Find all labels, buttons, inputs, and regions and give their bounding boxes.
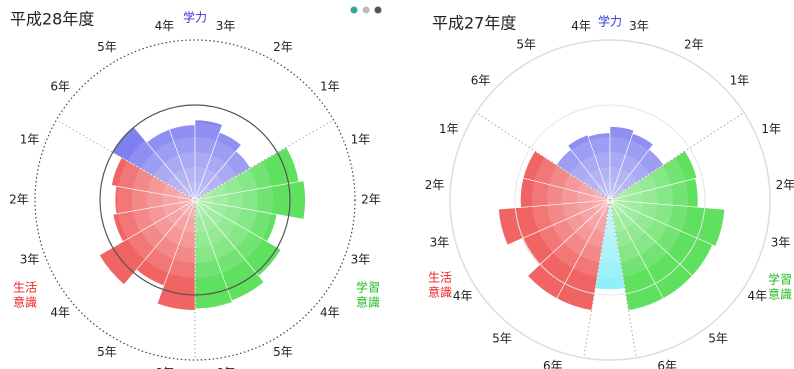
sector	[609, 199, 664, 311]
category-label: 1年	[351, 132, 371, 146]
category-label: 4年	[155, 19, 175, 33]
group-label: 意識	[768, 287, 792, 302]
category-label: 3年	[430, 236, 450, 250]
legend-dot[interactable]	[362, 6, 370, 14]
sectors	[498, 126, 726, 311]
category-label: 2年	[361, 193, 381, 207]
inner-ring	[514, 104, 706, 296]
category-label: 6年	[543, 359, 563, 369]
category-label: 4年	[50, 306, 70, 320]
sector	[527, 199, 611, 299]
legend-dot[interactable]	[374, 6, 382, 14]
group-label: 学習	[356, 280, 380, 295]
group-divider	[475, 112, 611, 201]
sector	[609, 126, 635, 201]
group-divider	[609, 112, 745, 201]
sectors	[98, 119, 306, 311]
sector	[609, 199, 726, 247]
category-label: 6年	[50, 79, 70, 93]
group-divider	[194, 119, 334, 201]
sector	[194, 180, 306, 220]
group-label: 意識	[356, 295, 380, 310]
sector	[98, 199, 196, 285]
category-label: 5年	[516, 38, 536, 52]
sector	[609, 133, 654, 201]
category-label: 2年	[9, 193, 29, 207]
group-divider	[609, 199, 637, 358]
chart-title: 平成27年度	[432, 14, 516, 33]
category-label: 1年	[320, 79, 340, 93]
sector	[194, 131, 242, 201]
sector	[156, 199, 196, 311]
category-label: 4年	[571, 19, 591, 33]
category-label: 5年	[97, 40, 117, 54]
sector	[567, 134, 611, 201]
category-label: 学校	[598, 368, 622, 369]
group-divider	[56, 119, 196, 201]
outer-ring	[449, 39, 771, 361]
category-label: 6年	[471, 73, 491, 87]
category-label: 5年	[97, 345, 117, 359]
group-label: 学力	[183, 10, 207, 25]
category-label: 1年	[439, 122, 459, 136]
category-label: 2年	[273, 40, 293, 54]
group-label: 学力	[598, 14, 622, 29]
category-label: 6年	[155, 366, 175, 369]
chart-title: 平成28年度	[10, 10, 94, 29]
sector	[194, 119, 223, 201]
category-label: 3年	[20, 253, 40, 267]
category-label: 1年	[730, 73, 750, 87]
legend-dot[interactable]	[350, 6, 358, 14]
category-label: 3年	[351, 253, 371, 267]
category-label: 6年	[216, 366, 236, 369]
category-label: 3年	[629, 19, 649, 33]
category-label: 3年	[771, 236, 791, 250]
outer-ring	[34, 39, 356, 361]
inner-ring	[99, 104, 291, 296]
group-label: 意識	[428, 285, 452, 300]
category-label: 4年	[453, 289, 473, 303]
category-label: 5年	[492, 331, 512, 345]
category-label: 2年	[684, 38, 704, 52]
group-label: 生活	[13, 281, 37, 295]
category-label: 3年	[216, 19, 236, 33]
sector	[112, 199, 196, 243]
category-label: 5年	[273, 345, 293, 359]
group-label: 生活	[428, 271, 452, 285]
category-label: 2年	[776, 178, 794, 192]
group-label: 意識	[13, 295, 37, 310]
sector	[609, 150, 698, 201]
category-label: 2年	[425, 178, 445, 192]
category-label: 4年	[748, 289, 768, 303]
category-label: 6年	[657, 359, 677, 369]
category-label: 1年	[20, 132, 40, 146]
group-label: 学習	[768, 272, 792, 287]
group-divider	[583, 199, 611, 358]
sector	[522, 150, 611, 201]
sector	[498, 199, 611, 246]
sector	[111, 126, 196, 201]
category-label: 1年	[761, 122, 781, 136]
category-label: 5年	[708, 331, 728, 345]
category-label: 4年	[320, 306, 340, 320]
